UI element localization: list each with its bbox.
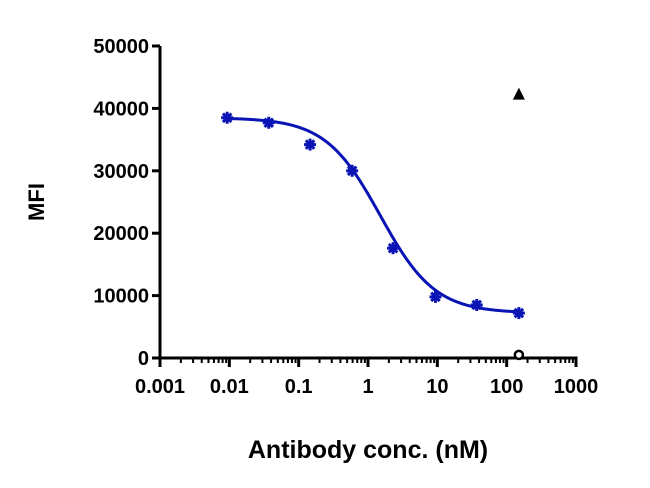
y-tick-label: 10000 [93, 286, 149, 308]
x-tick-label: 0.001 [135, 376, 185, 398]
asterisk-marker [346, 164, 359, 177]
asterisk-marker [429, 290, 442, 303]
x-tick-label: 10 [426, 376, 448, 398]
asterisk-marker [304, 138, 317, 151]
fit-curve [227, 116, 519, 314]
x-tick-label: 0.1 [285, 376, 313, 398]
asterisk-marker [387, 242, 400, 255]
data-points [221, 87, 525, 361]
asterisk-marker [221, 111, 234, 124]
y-axis-title: MFI [24, 183, 49, 221]
x-tick-label: 1000 [554, 376, 599, 398]
y-tick-label: 50000 [93, 36, 149, 58]
x-axis-title: Antibody conc. (nM) [248, 436, 488, 464]
open-circle-marker [513, 349, 525, 361]
asterisk-marker [470, 298, 483, 311]
y-axis: 0 10000 20000 30000 40000 50000 [93, 36, 162, 370]
y-tick-label: 20000 [93, 223, 149, 245]
y-tick-label: 30000 [93, 161, 149, 183]
asterisk-marker [262, 116, 275, 129]
triangle-marker [512, 87, 525, 100]
y-tick-label: 40000 [93, 98, 149, 120]
x-tick-label: 1 [362, 376, 373, 398]
x-axis: 0.001 0.01 0.1 1 10 100 1000 [135, 356, 599, 398]
x-tick-label: 100 [490, 376, 523, 398]
x-tick-label: 0.01 [210, 376, 249, 398]
y-tick-label: 0 [138, 348, 149, 370]
asterisk-marker [512, 307, 525, 320]
sigmoid-fit-line [227, 116, 519, 314]
